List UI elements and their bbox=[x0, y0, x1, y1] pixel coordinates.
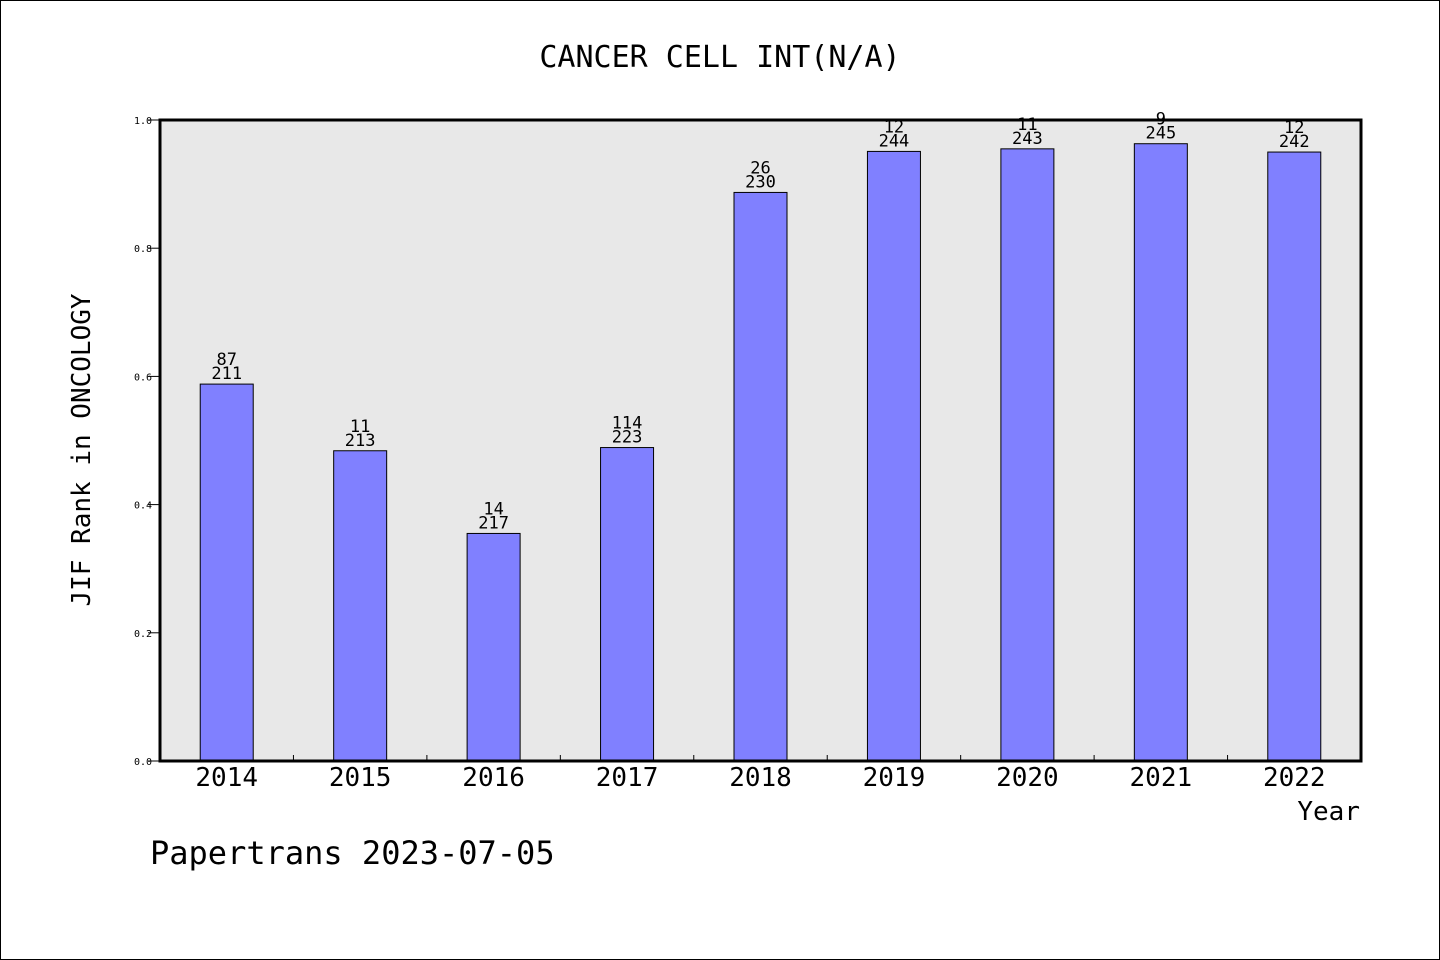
bar-2017 bbox=[600, 447, 655, 762]
x-tick-label: 2019 bbox=[863, 763, 926, 793]
bar-2014 bbox=[199, 383, 254, 762]
bar-rank-label: 12 bbox=[1284, 118, 1304, 138]
bar-2019 bbox=[866, 150, 921, 762]
x-tick-label: 2015 bbox=[329, 763, 392, 793]
bar-total-label: 245 bbox=[1145, 124, 1176, 144]
x-tick-label: 2018 bbox=[729, 763, 792, 793]
x-tick-label: 2016 bbox=[462, 763, 525, 793]
bar-rank-label: 26 bbox=[750, 158, 770, 178]
chart-title: CANCER CELL INT(N/A) bbox=[539, 40, 900, 75]
bar-total-label: 217 bbox=[478, 513, 509, 533]
x-tick-label: 2017 bbox=[596, 763, 659, 793]
y-tick-label: 1.0 bbox=[134, 116, 152, 127]
y-axis-label: JIF Rank in ONCOLOGY bbox=[67, 293, 97, 606]
x-tick-label: 2014 bbox=[195, 763, 258, 793]
bar-2020 bbox=[1000, 148, 1055, 762]
bar-total-label: 244 bbox=[879, 131, 910, 151]
x-axis-label: Year bbox=[1297, 797, 1360, 827]
bar-total-label: 243 bbox=[1012, 129, 1043, 149]
bar-total-label: 213 bbox=[345, 431, 376, 451]
bar-total-label: 211 bbox=[211, 364, 242, 384]
bar-2022 bbox=[1267, 151, 1322, 762]
x-axis-ticks: 2014 2015 2016 2017 2018 2019 2020 2021 2022 bbox=[195, 755, 1326, 793]
bar-total-label: 242 bbox=[1279, 132, 1310, 152]
bar-rank-label: 11 bbox=[350, 417, 370, 437]
bar-2016 bbox=[466, 532, 521, 762]
bar-total-label: 223 bbox=[612, 428, 643, 448]
x-tick-label: 2022 bbox=[1263, 763, 1326, 793]
bar-2015 bbox=[333, 450, 388, 762]
bars-group: 8721111213142171142232623012244112439245… bbox=[199, 110, 1322, 762]
y-tick-label: 0.0 bbox=[134, 757, 152, 768]
y-tick-label: 0.4 bbox=[134, 501, 152, 512]
bar-rank-label: 114 bbox=[612, 414, 643, 434]
y-tick-label: 0.2 bbox=[134, 629, 152, 640]
bar-rank-label: 14 bbox=[483, 499, 503, 519]
bar-2021 bbox=[1133, 143, 1188, 762]
y-axis-ticks: 0.0 0.2 0.4 0.6 0.8 1.0 bbox=[134, 116, 160, 768]
bar-2018 bbox=[733, 191, 788, 762]
bar-total-label: 230 bbox=[745, 172, 776, 192]
bar-rank-label: 12 bbox=[884, 117, 904, 137]
y-tick-label: 0.6 bbox=[134, 372, 152, 383]
y-tick-label: 0.8 bbox=[134, 244, 152, 255]
plot-border bbox=[158, 118, 1363, 763]
x-tick-label: 2020 bbox=[996, 763, 1059, 793]
watermark-text: Papertrans 2023-07-05 bbox=[150, 834, 555, 872]
bar-rank-label: 87 bbox=[216, 350, 236, 370]
x-tick-label: 2021 bbox=[1130, 763, 1193, 793]
